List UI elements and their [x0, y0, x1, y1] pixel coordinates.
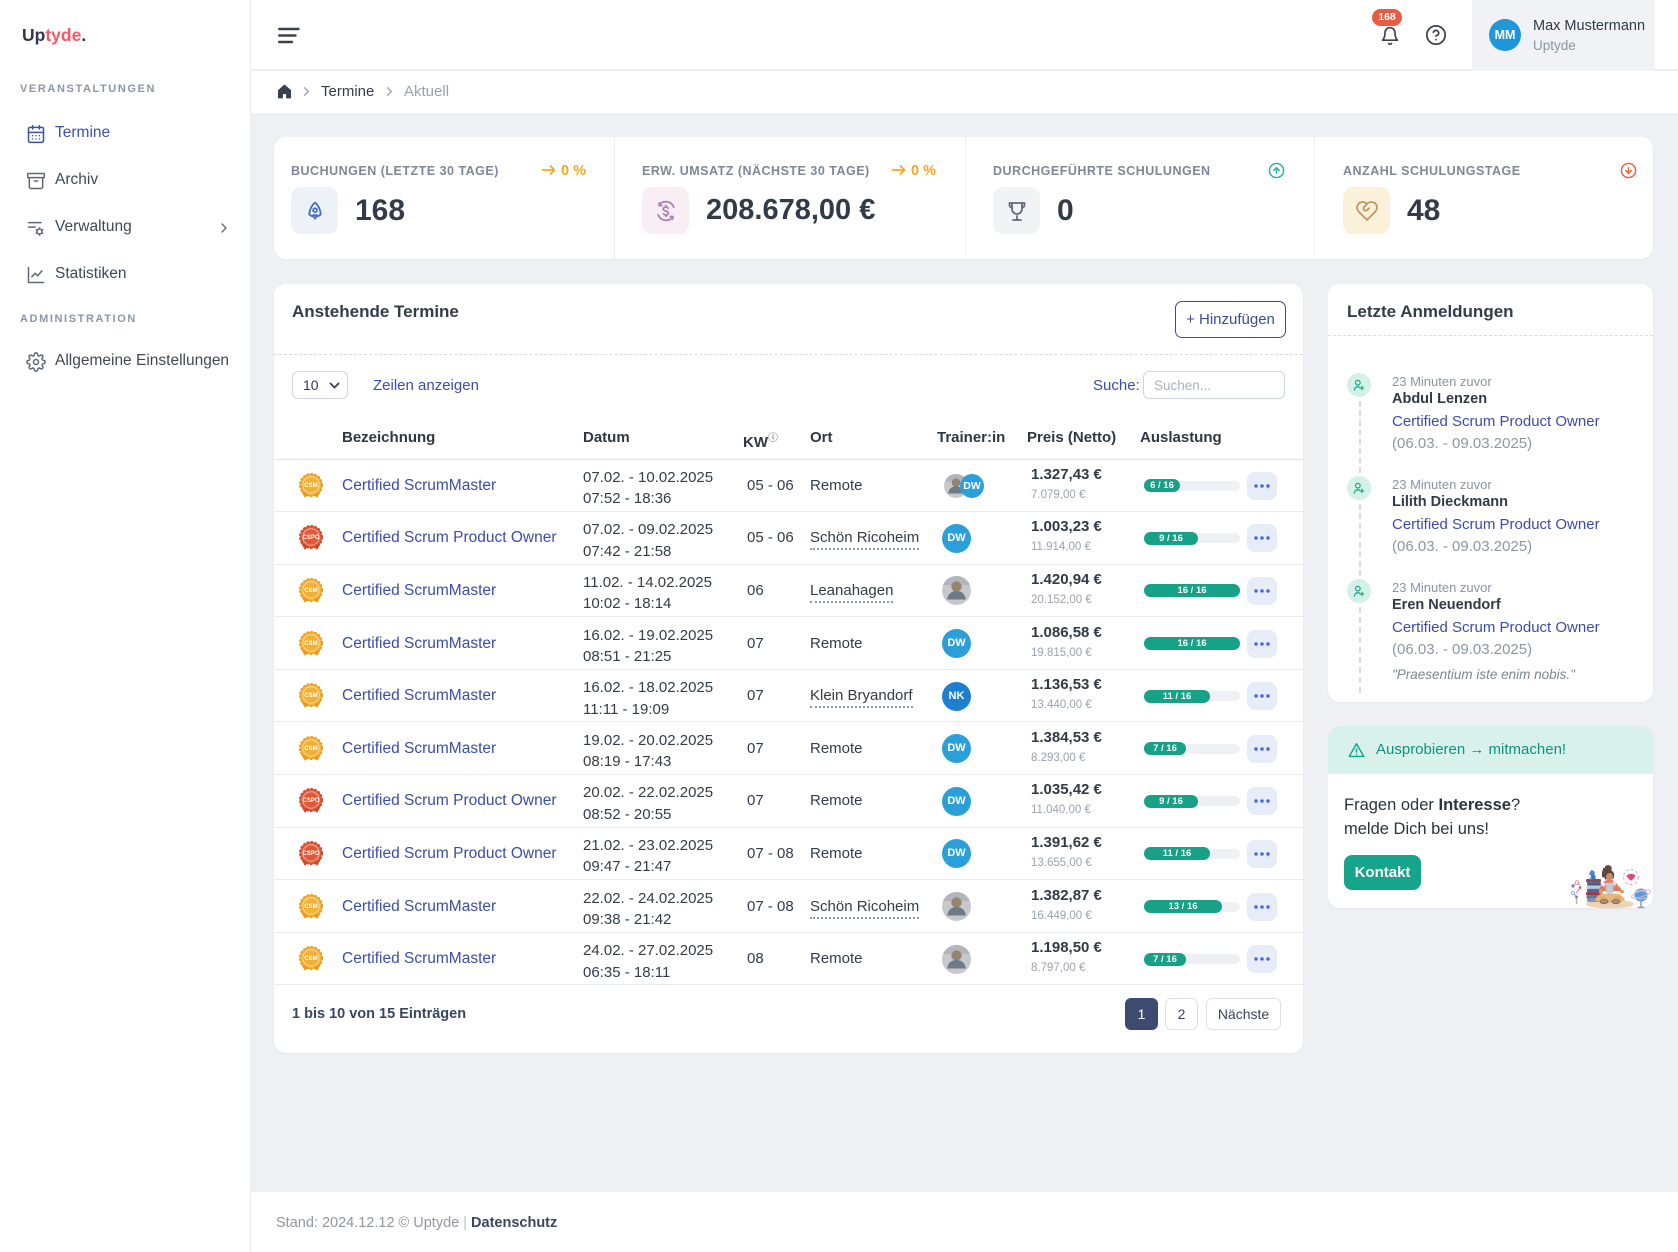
svg-text:CSM: CSM [304, 746, 317, 752]
svg-text:CSM: CSM [304, 956, 317, 962]
svg-text:CSPO: CSPO [302, 535, 319, 541]
svg-text:CSM: CSM [304, 483, 317, 489]
svg-text:CSM: CSM [304, 588, 317, 594]
svg-text:CSM: CSM [304, 904, 317, 910]
svg-text:CSM: CSM [304, 693, 317, 699]
svg-text:CSPO: CSPO [302, 798, 319, 804]
svg-text:CSM: CSM [304, 641, 317, 647]
svg-text:CSPO: CSPO [302, 851, 319, 857]
